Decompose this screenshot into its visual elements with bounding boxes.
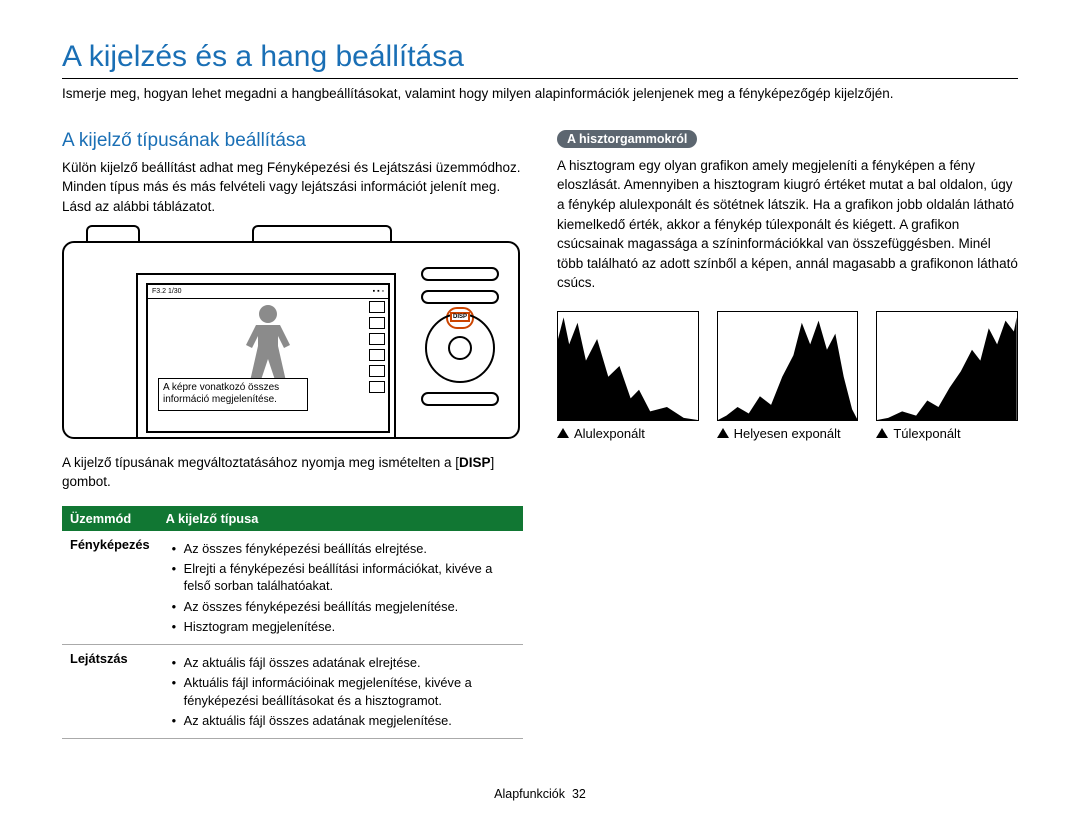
camera-controls: DISP <box>410 267 510 445</box>
right-column: A hisztorgammokról A hisztogram egy olya… <box>557 130 1018 739</box>
list-item: Aktuális fájl információinak megjeleníté… <box>172 674 515 709</box>
section-heading: A kijelző típusának beállítása <box>62 130 523 152</box>
mode-cell: Fényképezés <box>62 531 158 645</box>
lcd-icon <box>369 317 385 329</box>
table-row: Fényképezés Az összes fényképezési beáll… <box>62 531 523 645</box>
list-item: Az aktuális fájl összes adatának elrejté… <box>172 654 515 671</box>
histogram-overexposed <box>876 311 1018 421</box>
camera-button <box>421 267 499 281</box>
camera-button <box>421 392 499 406</box>
footer-section: Alapfunkciók <box>494 787 565 801</box>
camera-diagram: F3.2 1/30 ▪ ▪ ▫ A képre vonatkozó összes… <box>62 227 523 439</box>
histogram-row: Alulexponált Helyesen exponált <box>557 311 1018 442</box>
lcd-exposure: F3.2 1/30 <box>152 288 182 295</box>
lcd-topbar: F3.2 1/30 ▪ ▪ ▫ <box>148 285 388 299</box>
left-column: A kijelző típusának beállítása Külön kij… <box>62 130 523 739</box>
disp-button-label: DISP <box>450 312 470 322</box>
display-type-table: Üzemmód A kijelző típusa Fényképezés Az … <box>62 506 523 739</box>
label-text: Helyesen exponált <box>734 426 841 442</box>
intro-text: Ismerje meg, hogyan lehet megadni a hang… <box>62 85 1018 104</box>
lcd-right-info: ▪ ▪ ▫ <box>373 288 384 295</box>
lcd-icon <box>369 301 385 313</box>
dial-icon: DISP <box>425 313 495 383</box>
footer-page: 32 <box>572 787 586 801</box>
disp-inline: DISP <box>459 455 491 470</box>
lcd-icon <box>369 365 385 377</box>
triangle-icon <box>717 428 729 438</box>
list-item: Elrejti a fényképezési beállítási inform… <box>172 560 515 595</box>
lcd-icon <box>369 349 385 361</box>
lcd-caption-line1: A képre vonatkozó összes <box>163 382 303 395</box>
histogram-cell: Alulexponált <box>557 311 699 442</box>
below-camera-text: A kijelző típusának megváltoztatásához n… <box>62 453 523 492</box>
mode-cell: Lejátszás <box>62 645 158 739</box>
lcd-icon <box>369 381 385 393</box>
list-item: Hisztogram megjelenítése. <box>172 618 515 635</box>
histogram-label: Helyesen exponált <box>717 426 859 442</box>
th-mode: Üzemmód <box>62 506 158 531</box>
histogram-label: Túlexponált <box>876 426 1018 442</box>
list-item: Az aktuális fájl összes adatának megjele… <box>172 712 515 729</box>
label-text: Alulexponált <box>574 426 645 442</box>
left-paragraph: Külön kijelző beállítást adhat meg Fényk… <box>62 158 523 217</box>
items-cell: Az aktuális fájl összes adatának elrejté… <box>158 645 523 739</box>
histogram-paragraph: A hisztogram egy olyan grafikon amely me… <box>557 156 1018 293</box>
two-column-layout: A kijelző típusának beállítása Külön kij… <box>62 130 1018 739</box>
text-fragment: A kijelző típusának megváltoztatásához n… <box>62 455 459 470</box>
histogram-badge: A hisztorgammokról <box>557 130 697 148</box>
histogram-cell: Túlexponált <box>876 311 1018 442</box>
list-item: Az összes fényképezési beállítás elrejté… <box>172 540 515 557</box>
lcd-side-icons <box>369 301 385 393</box>
page-footer: Alapfunkciók 32 <box>0 787 1080 801</box>
triangle-icon <box>876 428 888 438</box>
lcd-caption: A képre vonatkozó összes információ megj… <box>158 378 308 411</box>
label-text: Túlexponált <box>893 426 960 442</box>
histogram-cell: Helyesen exponált <box>717 311 859 442</box>
histogram-label: Alulexponált <box>557 426 699 442</box>
triangle-icon <box>557 428 569 438</box>
items-cell: Az összes fényképezési beállítás elrejté… <box>158 531 523 645</box>
lcd-icon <box>369 333 385 345</box>
page-title: A kijelzés és a hang beállítása <box>62 40 1018 79</box>
camera-button <box>421 290 499 304</box>
th-type: A kijelző típusa <box>158 506 523 531</box>
histogram-correct <box>717 311 859 421</box>
table-row: Lejátszás Az aktuális fájl összes adatán… <box>62 645 523 739</box>
lcd-caption-line2: információ megjelenítése. <box>163 394 303 407</box>
list-item: Az összes fényképezési beállítás megjele… <box>172 598 515 615</box>
histogram-underexposed <box>557 311 699 421</box>
